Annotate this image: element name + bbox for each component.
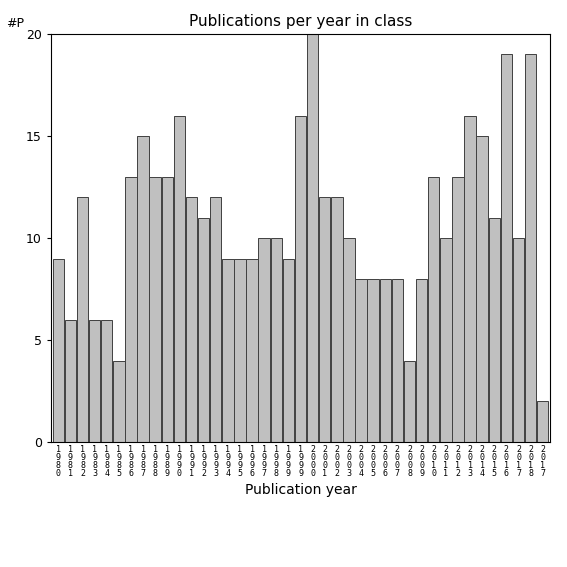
Bar	[343, 238, 355, 442]
Bar	[113, 361, 125, 442]
Bar	[186, 197, 197, 442]
Bar	[331, 197, 342, 442]
Bar	[392, 279, 403, 442]
Bar	[101, 320, 112, 442]
Bar	[525, 54, 536, 442]
Bar	[416, 279, 428, 442]
Bar	[464, 116, 476, 442]
Bar	[162, 177, 173, 442]
Bar	[210, 197, 222, 442]
Bar	[367, 279, 379, 442]
Bar	[319, 197, 331, 442]
Bar	[222, 259, 234, 442]
Bar	[137, 136, 149, 442]
Bar	[174, 116, 185, 442]
Bar	[259, 238, 270, 442]
Bar	[452, 177, 464, 442]
Title: Publications per year in class: Publications per year in class	[189, 14, 412, 29]
Bar	[489, 218, 500, 442]
Bar	[150, 177, 161, 442]
Bar	[246, 259, 258, 442]
Bar	[513, 238, 524, 442]
Bar	[379, 279, 391, 442]
Bar	[234, 259, 246, 442]
Bar	[307, 34, 319, 442]
Bar	[295, 116, 306, 442]
Bar	[404, 361, 415, 442]
Bar	[77, 197, 88, 442]
Bar	[125, 177, 137, 442]
Bar	[537, 401, 548, 442]
Bar	[89, 320, 100, 442]
Bar	[428, 177, 439, 442]
Bar	[282, 259, 294, 442]
Bar	[501, 54, 512, 442]
Text: #P: #P	[6, 17, 24, 30]
Bar	[356, 279, 367, 442]
Bar	[198, 218, 209, 442]
X-axis label: Publication year: Publication year	[244, 484, 357, 497]
Bar	[65, 320, 76, 442]
Bar	[476, 136, 488, 442]
Bar	[270, 238, 282, 442]
Bar	[440, 238, 451, 442]
Bar	[53, 259, 64, 442]
